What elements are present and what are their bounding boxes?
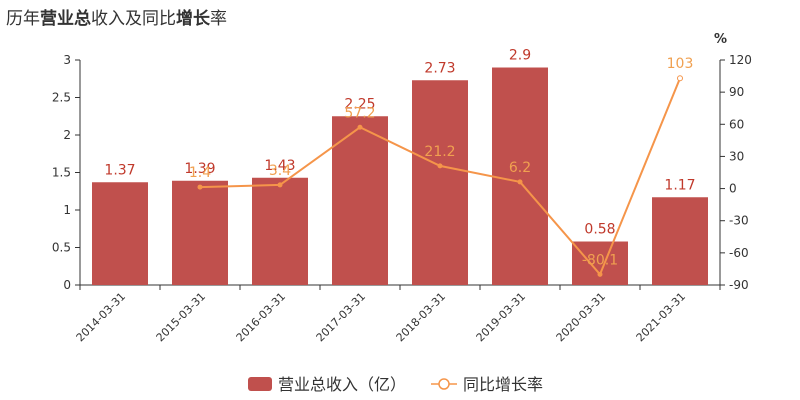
line-point[interactable] bbox=[677, 75, 683, 82]
chart-title: 历年营业总收入及同比增长率 bbox=[6, 4, 227, 29]
line-series bbox=[197, 75, 683, 277]
line-value-label: 103 bbox=[667, 56, 694, 72]
bar-value-label: 1.43 bbox=[264, 158, 295, 174]
y-left-tick-label: 0 bbox=[63, 278, 71, 292]
line-value-label: 21.2 bbox=[424, 144, 455, 160]
line-point[interactable] bbox=[357, 124, 363, 130]
title-part-5: 率 bbox=[210, 9, 227, 29]
legend-circle-swatch bbox=[438, 378, 450, 390]
x-tick-label: 2021-03-31 bbox=[634, 290, 688, 344]
y-left-tick-label: 2.5 bbox=[52, 91, 71, 105]
legend-label-revenue: 营业总收入（亿） bbox=[278, 375, 406, 394]
bar bbox=[652, 197, 708, 285]
title-part-1: 历年 bbox=[6, 9, 40, 29]
bar-series bbox=[92, 67, 708, 285]
legend-label-growth: 同比增长率 bbox=[463, 375, 543, 394]
data-labels: 1.37 1.39 1.43 2.25 2.73 2.9 0.58 1.17 1.4 3.4 57.… bbox=[104, 48, 695, 269]
y-left-tick-label: 1.5 bbox=[52, 166, 71, 180]
x-tick-label: 2020-03-31 bbox=[554, 290, 608, 344]
line-point[interactable] bbox=[517, 179, 523, 185]
bar-value-label: 1.39 bbox=[184, 161, 215, 177]
line-point[interactable] bbox=[597, 271, 603, 277]
legend-item-growth[interactable]: 同比增长率 bbox=[431, 375, 543, 394]
y-right-tick-label: 0 bbox=[729, 182, 737, 196]
bar-value-label: 2.73 bbox=[424, 60, 455, 76]
bar bbox=[332, 116, 388, 285]
title-part-4: 增长 bbox=[176, 9, 210, 29]
bar bbox=[172, 180, 228, 285]
legend[interactable]: 营业总收入（亿） 同比增长率 bbox=[248, 375, 543, 394]
x-tick-label: 2019-03-31 bbox=[474, 290, 528, 344]
line-point[interactable] bbox=[277, 182, 283, 188]
line-point[interactable] bbox=[197, 184, 203, 190]
title-part-3: 收入及同比 bbox=[91, 9, 176, 29]
y-right-tick-label: 60 bbox=[729, 117, 744, 131]
y-left-tick-label: 0.5 bbox=[52, 241, 71, 255]
bar bbox=[252, 177, 308, 285]
y-right-tick-label: -60 bbox=[729, 246, 749, 260]
line-value-label: 57.2 bbox=[344, 105, 375, 121]
x-tick-label: 2014-03-31 bbox=[74, 290, 128, 344]
line-point[interactable] bbox=[437, 163, 443, 169]
bar-value-label: 1.17 bbox=[664, 177, 695, 193]
y-right-tick-label: -90 bbox=[729, 278, 749, 292]
axes: 0 0.5 1 1.5 2 2.5 3 -90 -60 -30 0 30 60 90 120% 2014-03… bbox=[52, 32, 752, 344]
y-left-tick-label: 3 bbox=[63, 53, 71, 67]
bar bbox=[572, 241, 628, 285]
bar bbox=[92, 182, 148, 285]
line-value-label: 3.4 bbox=[269, 163, 291, 179]
bar-value-label: 2.9 bbox=[509, 48, 531, 64]
y-right-tick-label: 90 bbox=[729, 85, 744, 99]
x-tick-label: 2016-03-31 bbox=[234, 290, 288, 344]
x-tick-label: 2015-03-31 bbox=[154, 290, 208, 344]
y-right-tick-label: -30 bbox=[729, 214, 749, 228]
bar-value-label: 2.25 bbox=[344, 96, 375, 112]
bar bbox=[492, 67, 548, 285]
title-part-2: 营业总 bbox=[40, 9, 91, 29]
y-right-tick-label: 30 bbox=[729, 149, 744, 163]
bar-value-label: 0.58 bbox=[584, 222, 615, 238]
y-left-tick-label: 1 bbox=[63, 203, 71, 217]
legend-item-revenue[interactable]: 营业总收入（亿） bbox=[248, 375, 406, 394]
legend-bar-swatch bbox=[248, 377, 272, 391]
y-right-tick-label: 120 bbox=[729, 53, 752, 67]
line-value-label: 6.2 bbox=[509, 160, 531, 176]
y-left-tick-label: 2 bbox=[63, 128, 71, 142]
line-value-label: 1.4 bbox=[189, 165, 211, 181]
line-value-label: -80.1 bbox=[582, 252, 618, 268]
y-right-unit: % bbox=[714, 32, 727, 47]
bar bbox=[412, 80, 468, 285]
x-tick-label: 2018-03-31 bbox=[394, 290, 448, 344]
bar-value-label: 1.37 bbox=[104, 162, 135, 178]
x-tick-label: 2017-03-31 bbox=[314, 290, 368, 344]
